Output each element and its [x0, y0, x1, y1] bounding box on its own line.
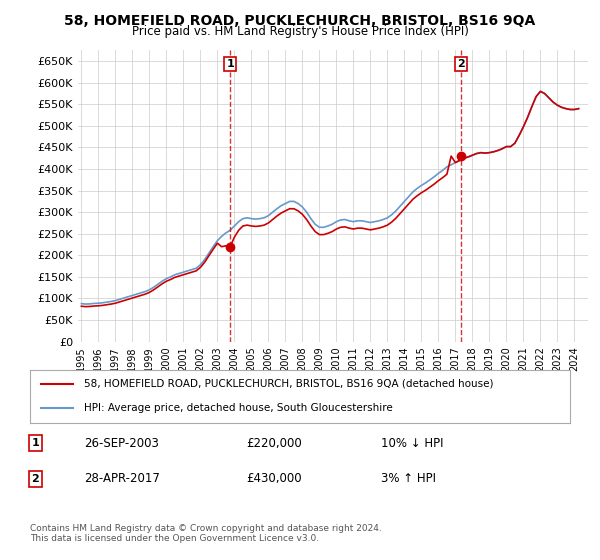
Text: 10% ↓ HPI: 10% ↓ HPI [381, 436, 443, 450]
Text: 28-APR-2017: 28-APR-2017 [84, 472, 160, 486]
Text: 2: 2 [32, 474, 39, 484]
Text: HPI: Average price, detached house, South Gloucestershire: HPI: Average price, detached house, Sout… [84, 403, 393, 413]
Text: 1: 1 [32, 438, 39, 448]
Text: £430,000: £430,000 [246, 472, 302, 486]
Text: 3% ↑ HPI: 3% ↑ HPI [381, 472, 436, 486]
Text: Price paid vs. HM Land Registry's House Price Index (HPI): Price paid vs. HM Land Registry's House … [131, 25, 469, 38]
Text: 58, HOMEFIELD ROAD, PUCKLECHURCH, BRISTOL, BS16 9QA: 58, HOMEFIELD ROAD, PUCKLECHURCH, BRISTO… [64, 14, 536, 28]
Text: 26-SEP-2003: 26-SEP-2003 [84, 436, 159, 450]
Text: 2: 2 [457, 59, 465, 69]
Text: Contains HM Land Registry data © Crown copyright and database right 2024.
This d: Contains HM Land Registry data © Crown c… [30, 524, 382, 543]
Text: £220,000: £220,000 [246, 436, 302, 450]
Text: 58, HOMEFIELD ROAD, PUCKLECHURCH, BRISTOL, BS16 9QA (detached house): 58, HOMEFIELD ROAD, PUCKLECHURCH, BRISTO… [84, 379, 493, 389]
Text: 1: 1 [226, 59, 234, 69]
